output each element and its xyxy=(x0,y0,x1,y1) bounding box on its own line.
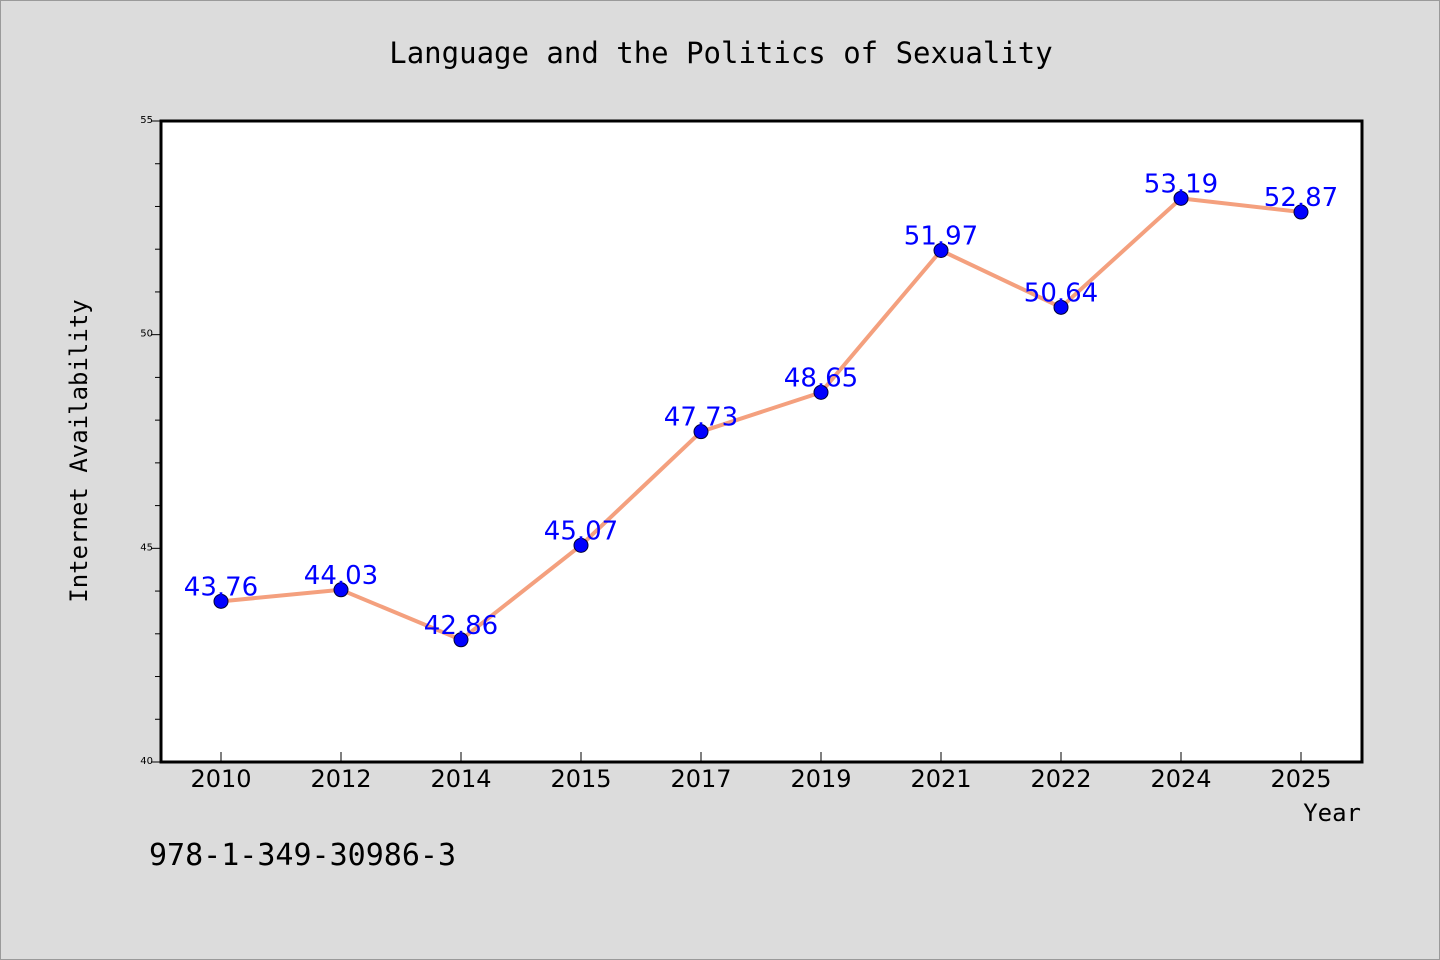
x-axis-label: Year xyxy=(1303,799,1361,827)
series-line xyxy=(220,196,1302,642)
series-markers xyxy=(213,190,1309,648)
x-tick-label: 2019 xyxy=(790,765,851,793)
x-tick-label: 2014 xyxy=(430,765,491,793)
data-label: 43.76 xyxy=(184,572,258,602)
data-label: 45.07 xyxy=(544,516,618,546)
x-axis-ticks: 2010 2012 2014 2015 2017 2019 2021 2022 2024 2025 xyxy=(190,752,1332,793)
data-point xyxy=(813,384,829,400)
x-tick-label: 2015 xyxy=(550,765,611,793)
data-label: 42.86 xyxy=(424,611,498,641)
series-polyline xyxy=(220,196,1302,642)
data-label: 44.03 xyxy=(304,561,378,591)
data-label: 47.73 xyxy=(664,403,738,433)
x-tick-label: 2017 xyxy=(670,765,731,793)
x-tick-label: 2010 xyxy=(190,765,251,793)
isbn-text: 978-1-349-30986-3 xyxy=(149,838,456,873)
x-tick-label: 2022 xyxy=(1030,765,1091,793)
data-point xyxy=(933,242,949,258)
x-tick-label: 2025 xyxy=(1270,765,1331,793)
data-point xyxy=(333,582,349,598)
y-tick-label: 45 xyxy=(140,542,153,553)
y-axis-label: Internet Availability xyxy=(65,299,93,602)
y-tick-label: 55 xyxy=(140,115,153,126)
y-axis-ticks: 40 45 50 55 xyxy=(140,115,161,767)
chart-title: Language and the Politics of Sexuality xyxy=(389,36,1052,70)
data-point xyxy=(453,632,469,648)
data-label: 53.19 xyxy=(1144,169,1218,199)
data-label: 51.97 xyxy=(904,221,978,251)
y-tick-label: 40 xyxy=(140,756,153,767)
data-point xyxy=(573,537,589,553)
data-point xyxy=(1053,299,1069,315)
data-point xyxy=(693,424,709,440)
data-point xyxy=(213,593,229,609)
data-label: 48.65 xyxy=(784,363,858,393)
data-labels: 43.76 44.03 42.86 45.07 47.73 48.65 51.97 50.64… xyxy=(184,169,1338,640)
data-point xyxy=(1173,190,1189,206)
x-tick-label: 2024 xyxy=(1150,765,1211,793)
data-point xyxy=(1293,204,1309,220)
x-tick-label: 2021 xyxy=(910,765,971,793)
data-label: 50.64 xyxy=(1024,278,1098,308)
data-label: 52.87 xyxy=(1264,183,1338,213)
plot-area xyxy=(159,119,1364,764)
y-tick-label: 50 xyxy=(140,329,153,340)
x-tick-label: 2012 xyxy=(310,765,371,793)
